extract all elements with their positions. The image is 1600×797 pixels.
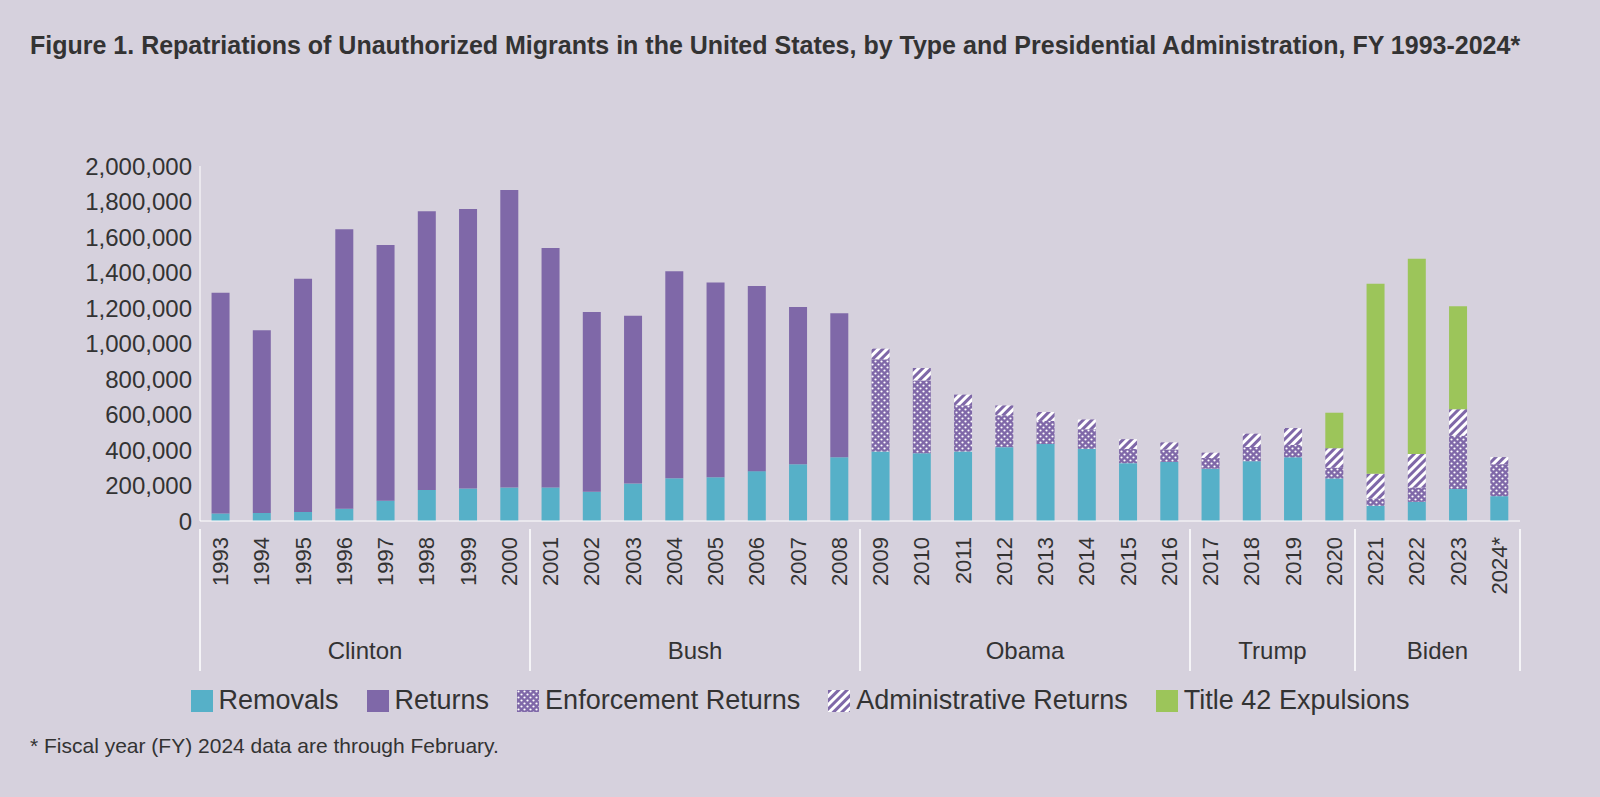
svg-text:1993: 1993	[208, 537, 233, 586]
html-text:Enforcement Returns: Enforcement Returns	[545, 685, 801, 715]
svg-text:2023: 2023	[1446, 537, 1471, 586]
svg-text:2015: 2015	[1116, 537, 1141, 586]
html-text:Title 42 Expulsions: Title 42 Expulsions	[1183, 685, 1410, 715]
svg-text:1995: 1995	[291, 537, 316, 586]
svg-text:2010: 2010	[909, 537, 934, 586]
svg-text:2021: 2021	[1363, 537, 1388, 586]
svg-text:2018: 2018	[1239, 537, 1264, 586]
svg-text:0: 0	[179, 508, 192, 535]
svg-text:Clinton: Clinton	[328, 637, 403, 664]
svg-text:1999: 1999	[456, 537, 481, 586]
svg-text:2019: 2019	[1281, 537, 1306, 586]
svg-text:2013: 2013	[1033, 537, 1058, 586]
html-text:Returns: Returns	[394, 685, 490, 715]
svg-text:2014: 2014	[1074, 537, 1099, 586]
svg-text:2001: 2001	[538, 537, 563, 586]
svg-text:2020: 2020	[1322, 537, 1347, 586]
html-text:Figure 1. Repatriations of Una: Figure 1. Repatriations of Unauthorized …	[30, 31, 1521, 59]
html-text:* Fiscal year (FY) 2024 data a: * Fiscal year (FY) 2024 data are through…	[30, 734, 499, 757]
svg-text:Bush: Bush	[668, 637, 723, 664]
svg-text:Obama: Obama	[986, 637, 1065, 664]
svg-text:1996: 1996	[332, 537, 357, 586]
html-text:Administrative Returns: Administrative Returns	[856, 685, 1128, 715]
svg-text:1,600,000: 1,600,000	[85, 224, 192, 251]
svg-text:800,000: 800,000	[105, 366, 192, 393]
svg-text:2007: 2007	[786, 537, 811, 586]
svg-text:Biden: Biden	[1407, 637, 1468, 664]
svg-text:2003: 2003	[621, 537, 646, 586]
svg-text:2,000,000: 2,000,000	[85, 153, 192, 180]
svg-text:2016: 2016	[1157, 537, 1182, 586]
svg-text:1,000,000: 1,000,000	[85, 330, 192, 357]
svg-text:2012: 2012	[992, 537, 1017, 586]
html-text:Removals: Removals	[218, 685, 339, 715]
svg-text:1997: 1997	[373, 537, 398, 586]
svg-text:2004: 2004	[662, 537, 687, 586]
svg-text:2002: 2002	[579, 537, 604, 586]
svg-text:1994: 1994	[249, 537, 274, 586]
svg-text:2011: 2011	[951, 537, 976, 584]
svg-text:1,800,000: 1,800,000	[85, 188, 192, 215]
svg-text:1,400,000: 1,400,000	[85, 259, 192, 286]
svg-text:2022: 2022	[1404, 537, 1429, 586]
svg-text:2000: 2000	[497, 537, 522, 586]
svg-text:2005: 2005	[703, 537, 728, 586]
svg-text:600,000: 600,000	[105, 401, 192, 428]
svg-text:2024*: 2024*	[1487, 537, 1512, 595]
svg-text:2017: 2017	[1198, 537, 1223, 586]
svg-text:400,000: 400,000	[105, 437, 192, 464]
svg-text:2009: 2009	[868, 537, 893, 586]
svg-text:2006: 2006	[744, 537, 769, 586]
svg-text:2008: 2008	[827, 537, 852, 586]
svg-text:200,000: 200,000	[105, 472, 192, 499]
svg-text:1,200,000: 1,200,000	[85, 295, 192, 322]
svg-text:1998: 1998	[414, 537, 439, 586]
svg-text:Trump: Trump	[1238, 637, 1306, 664]
